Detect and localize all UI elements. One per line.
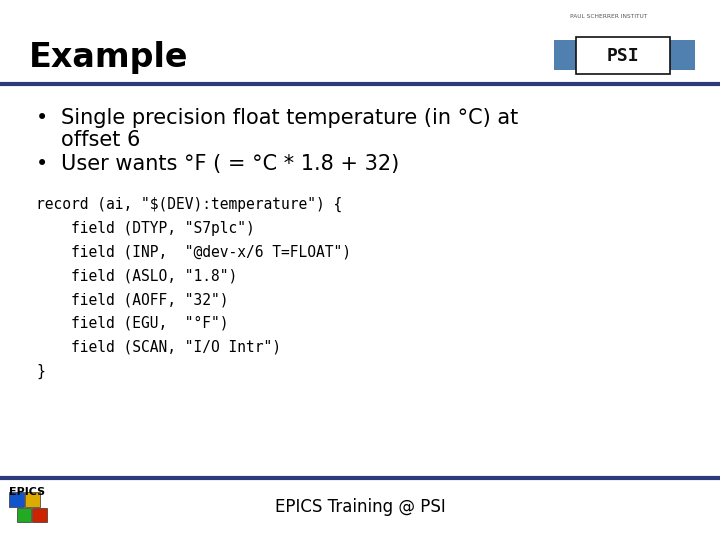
Text: field (INP,  "@dev-x/6 T=FLOAT"): field (INP, "@dev-x/6 T=FLOAT") — [36, 245, 351, 260]
Bar — [554, 40, 695, 70]
Text: •: • — [36, 108, 48, 128]
Text: field (AOFF, "32"): field (AOFF, "32") — [36, 292, 228, 307]
Text: EPICS Training @ PSI: EPICS Training @ PSI — [274, 497, 446, 516]
Text: •: • — [36, 154, 48, 174]
Text: field (SCAN, "I/O Intr"): field (SCAN, "I/O Intr") — [36, 340, 281, 355]
Bar — [576, 37, 670, 74]
Text: Example: Example — [29, 40, 189, 73]
Text: User wants °F ( = °C * 1.8 + 32): User wants °F ( = °C * 1.8 + 32) — [61, 154, 400, 174]
Text: record (ai, "$(DEV):temperature") {: record (ai, "$(DEV):temperature") { — [36, 197, 342, 212]
Text: field (ASLO, "1.8"): field (ASLO, "1.8") — [36, 268, 238, 284]
Text: }: } — [36, 363, 45, 379]
Text: EPICS: EPICS — [9, 487, 45, 497]
Text: Single precision float temperature (in °C) at: Single precision float temperature (in °… — [61, 108, 518, 128]
Bar — [17, 508, 31, 522]
Bar — [32, 508, 47, 522]
Text: offset 6: offset 6 — [61, 130, 140, 150]
Text: PSI: PSI — [606, 46, 639, 65]
Bar — [9, 492, 24, 507]
Bar — [25, 492, 40, 507]
Text: field (EGU,  "°F"): field (EGU, "°F") — [36, 316, 228, 331]
Text: PAUL SCHERRER INSTITUT: PAUL SCHERRER INSTITUT — [570, 14, 647, 18]
Text: field (DTYP, "S7plc"): field (DTYP, "S7plc") — [36, 221, 255, 236]
